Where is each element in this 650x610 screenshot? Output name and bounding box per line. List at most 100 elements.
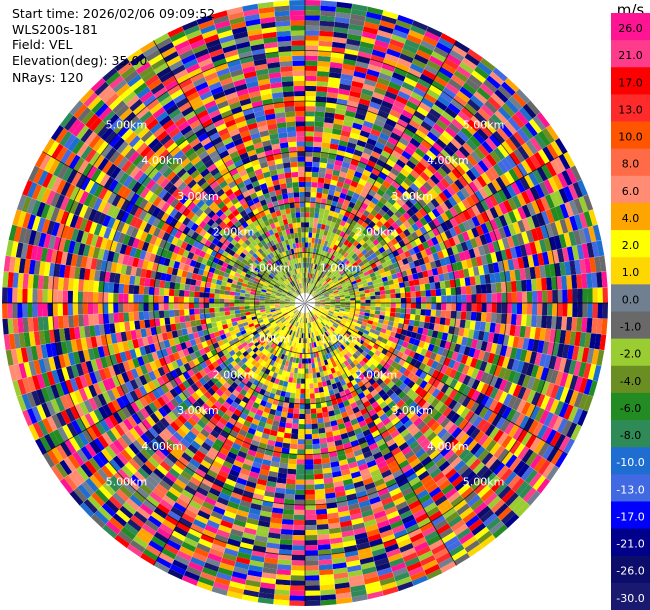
velocity-cell bbox=[413, 278, 420, 286]
velocity-cell bbox=[306, 288, 309, 294]
velocity-cell bbox=[296, 464, 305, 470]
velocity-cell bbox=[546, 124, 560, 141]
velocity-cell bbox=[480, 124, 493, 138]
velocity-cell bbox=[419, 171, 430, 182]
velocity-cell bbox=[390, 237, 399, 246]
velocity-cell bbox=[440, 288, 447, 296]
velocity-cell bbox=[333, 270, 339, 276]
velocity-cell bbox=[444, 126, 458, 138]
velocity-cell bbox=[290, 433, 299, 440]
velocity-cell bbox=[392, 29, 409, 39]
velocity-cell bbox=[298, 424, 305, 430]
velocity-cell bbox=[315, 288, 320, 293]
velocity-cell bbox=[410, 291, 416, 298]
velocity-cell bbox=[415, 129, 427, 140]
velocity-cell bbox=[340, 166, 349, 174]
velocity-cell bbox=[576, 346, 585, 362]
velocity-cell bbox=[433, 170, 444, 182]
velocity-cell bbox=[297, 434, 305, 440]
velocity-cell bbox=[420, 290, 426, 297]
velocity-cell bbox=[359, 232, 366, 240]
velocity-cell bbox=[332, 250, 338, 257]
velocity-cell bbox=[566, 316, 573, 331]
velocity-cell bbox=[490, 282, 497, 294]
velocity-cell bbox=[342, 233, 349, 240]
velocity-cell bbox=[335, 252, 341, 259]
velocity-cell bbox=[359, 290, 365, 295]
velocity-cell bbox=[362, 235, 370, 243]
velocity-cell bbox=[422, 255, 430, 264]
velocity-cell bbox=[305, 570, 320, 576]
velocity-cell bbox=[451, 167, 462, 180]
velocity-cell bbox=[549, 369, 559, 385]
velocity-cell bbox=[294, 499, 305, 505]
velocity-cell bbox=[289, 590, 305, 596]
velocity-cell bbox=[457, 130, 470, 143]
velocity-cell bbox=[398, 318, 405, 324]
velocity-cell bbox=[576, 244, 585, 260]
velocity-cell bbox=[542, 340, 550, 355]
velocity-cell bbox=[430, 309, 437, 317]
velocity-cell bbox=[345, 146, 355, 155]
velocity-cell bbox=[310, 192, 317, 198]
velocity-cell bbox=[380, 272, 387, 278]
velocity-cell bbox=[363, 252, 371, 259]
velocity-cell bbox=[461, 303, 467, 312]
velocity-cell bbox=[394, 288, 401, 294]
velocity-cell bbox=[318, 213, 324, 219]
velocity-cell bbox=[426, 60, 442, 72]
velocity-cell bbox=[458, 269, 465, 279]
velocity-cell bbox=[373, 204, 382, 213]
velocity-cell bbox=[389, 312, 396, 318]
velocity-cell bbox=[429, 282, 436, 290]
velocity-cell bbox=[313, 243, 318, 249]
velocity-cell bbox=[544, 194, 555, 209]
velocity-cell bbox=[485, 253, 493, 265]
velocity-cell bbox=[318, 294, 324, 298]
velocity-cell bbox=[459, 277, 466, 287]
velocity-cell bbox=[363, 21, 380, 30]
velocity-cell bbox=[402, 275, 409, 282]
velocity-cell bbox=[323, 416, 331, 423]
velocity-cell bbox=[551, 276, 558, 290]
velocity-cell bbox=[330, 283, 336, 288]
velocity-cell bbox=[449, 206, 459, 218]
velocity-cell bbox=[310, 247, 314, 254]
velocity-cell bbox=[447, 156, 459, 168]
velocity-cell bbox=[354, 187, 363, 195]
velocity-cell bbox=[403, 105, 417, 115]
velocity-cell bbox=[325, 168, 334, 175]
velocity-cell bbox=[526, 314, 532, 327]
velocity-cell bbox=[378, 208, 387, 217]
velocity-cell bbox=[484, 273, 491, 284]
velocity-cell bbox=[348, 163, 358, 171]
velocity-cell bbox=[461, 198, 472, 210]
velocity-cell bbox=[378, 171, 388, 181]
velocity-cell bbox=[556, 316, 563, 330]
velocity-cell bbox=[450, 182, 461, 194]
velocity-cell bbox=[333, 290, 339, 294]
velocity-cell bbox=[328, 280, 334, 286]
velocity-cell bbox=[504, 77, 520, 93]
velocity-cell bbox=[390, 193, 400, 202]
velocity-cell bbox=[405, 100, 419, 111]
velocity-cell bbox=[343, 289, 349, 293]
velocity-cell bbox=[501, 140, 514, 155]
velocity-cell bbox=[279, 416, 287, 423]
velocity-cell bbox=[558, 233, 567, 249]
velocity-cell bbox=[375, 295, 381, 300]
velocity-cell bbox=[415, 308, 421, 316]
velocity-cell bbox=[525, 188, 536, 203]
velocity-cell bbox=[541, 315, 548, 329]
velocity-cell bbox=[461, 336, 468, 347]
velocity-cell bbox=[350, 303, 356, 306]
velocity-cell bbox=[375, 114, 388, 124]
velocity-cell bbox=[369, 288, 375, 293]
velocity-cell bbox=[423, 93, 437, 104]
velocity-cell bbox=[373, 86, 387, 96]
velocity-cell bbox=[552, 303, 558, 317]
velocity-cell bbox=[362, 147, 373, 156]
velocity-cell bbox=[448, 122, 461, 135]
velocity-cell bbox=[526, 216, 536, 230]
velocity-cell bbox=[350, 8, 367, 17]
